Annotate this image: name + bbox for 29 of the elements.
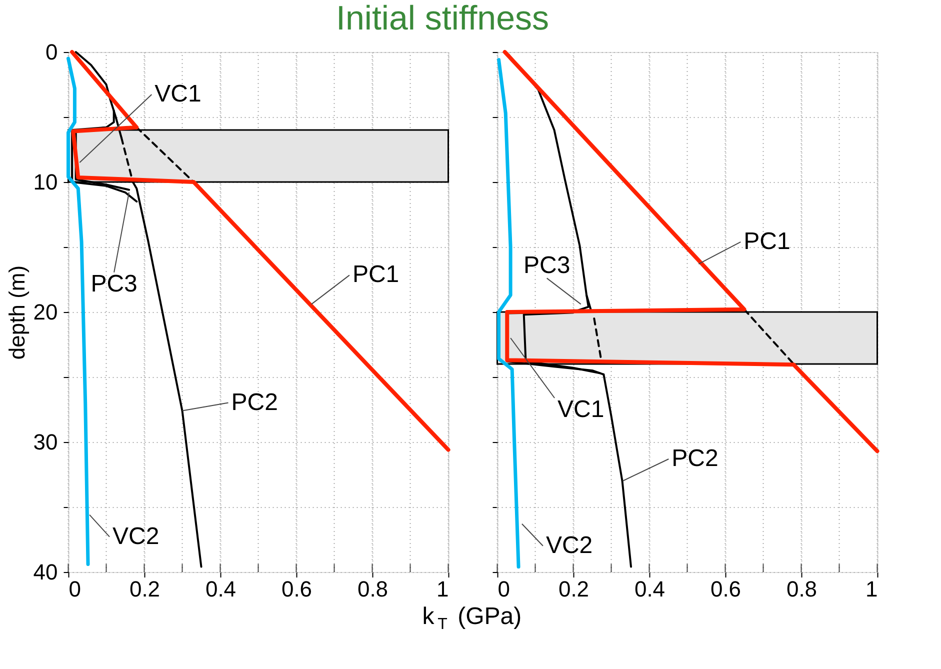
chart-title: Initial stiffness bbox=[336, 0, 549, 38]
y-axis-title: depth (m) bbox=[4, 265, 30, 360]
annotation: PC2 bbox=[672, 445, 718, 472]
annotation: PC2 bbox=[231, 388, 278, 416]
x-tick-label: 0 bbox=[498, 576, 510, 602]
y-tick-label: 0 bbox=[46, 40, 58, 64]
x-tick-label: 1 bbox=[436, 576, 449, 602]
annotation: VC1 bbox=[154, 80, 202, 108]
x-tick-label: 0.8 bbox=[357, 576, 388, 602]
annotation: PC1 bbox=[352, 261, 400, 288]
y-tick-label: 40 bbox=[33, 560, 58, 584]
annotation: PC1 bbox=[744, 228, 790, 255]
annotation: VC1 bbox=[558, 396, 604, 423]
x-tick-label: 0.2 bbox=[129, 576, 160, 602]
annotation: VC2 bbox=[112, 522, 160, 550]
x-tick-label: 0.2 bbox=[558, 576, 590, 602]
annotation: PC3 bbox=[90, 270, 138, 298]
x-tick-label: 0.4 bbox=[634, 576, 666, 602]
x-tick-label: 0.6 bbox=[710, 576, 742, 602]
annotation: PC3 bbox=[524, 252, 570, 280]
x-tick-label: 0.8 bbox=[786, 576, 818, 602]
x-tick-label: 0.6 bbox=[281, 576, 312, 602]
x-tick-label: 0 bbox=[68, 576, 81, 602]
x-tick-label: 0.4 bbox=[205, 576, 236, 602]
y-tick-label: 30 bbox=[33, 430, 58, 454]
y-tick-label: 20 bbox=[33, 300, 58, 324]
annotation: VC2 bbox=[546, 532, 593, 559]
y-tick-label: 10 bbox=[33, 170, 58, 194]
x-tick-label: 1 bbox=[866, 576, 878, 602]
